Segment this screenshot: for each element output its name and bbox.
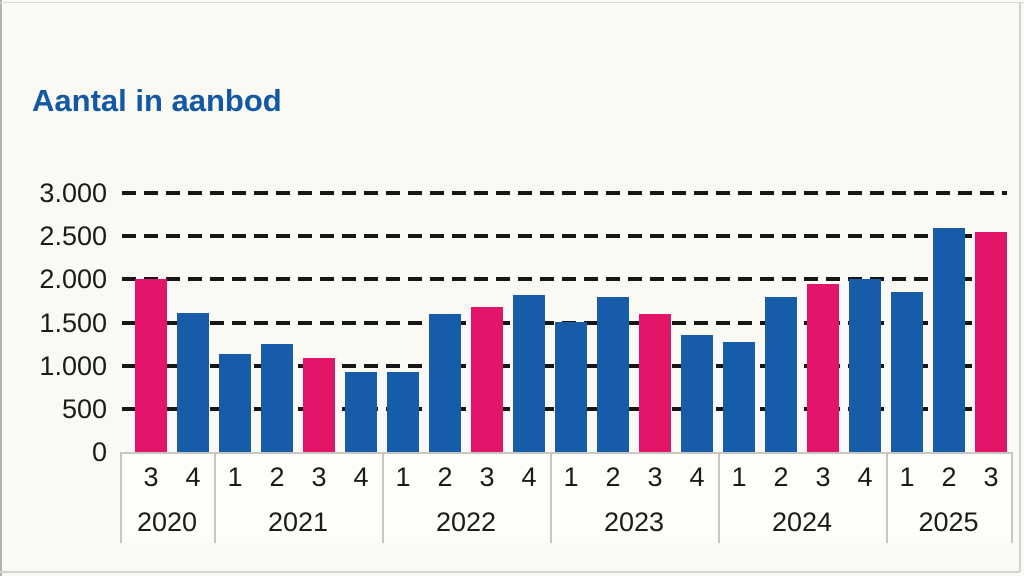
bar-2020-q4 xyxy=(177,313,209,452)
x-label-2022-q3: 3 xyxy=(479,462,495,492)
y-tick-2000: 2.000 xyxy=(39,264,107,294)
x-label-2023-q3: 3 xyxy=(647,462,663,492)
gridline-2000 xyxy=(122,277,1007,281)
bar-2021-q1 xyxy=(219,354,251,452)
x-label-2025-q2: 2 xyxy=(941,462,957,492)
axis-divider-0 xyxy=(120,452,122,543)
bar-2021-q4 xyxy=(345,372,377,452)
x-label-2022-q1: 1 xyxy=(395,462,411,492)
x-axis-label-box xyxy=(120,452,1011,543)
bar-2024-q1 xyxy=(723,342,755,452)
bar-2022-q3 xyxy=(471,307,503,452)
x-label-2022-q2: 2 xyxy=(437,462,453,492)
bar-2023-q4 xyxy=(681,335,713,452)
bar-2025-q3 xyxy=(975,232,1007,452)
bar-2022-q1 xyxy=(387,372,419,452)
y-tick-3000: 3.000 xyxy=(39,178,107,208)
bar-2022-q4 xyxy=(513,295,545,452)
bar-2023-q2 xyxy=(597,297,629,452)
bar-2024-q3 xyxy=(807,284,839,452)
x-label-2021-q1: 1 xyxy=(227,462,243,492)
axis-divider-4 xyxy=(718,452,720,543)
x-label-2020-q4: 4 xyxy=(185,462,201,492)
x-label-2020-q3: 3 xyxy=(143,462,159,492)
screenshot-left-edge xyxy=(0,0,2,576)
x-label-2021-q3: 3 xyxy=(311,462,327,492)
x-label-2022-q4: 4 xyxy=(521,462,537,492)
x-year-2022: 2022 xyxy=(435,507,497,537)
x-axis-baseline xyxy=(120,452,1011,454)
x-label-2021-q2: 2 xyxy=(269,462,285,492)
chart-title: Aantal in aanbod xyxy=(32,83,282,118)
axis-divider-6 xyxy=(1011,452,1013,543)
axis-divider-1 xyxy=(214,452,216,543)
y-tick-1500: 1.500 xyxy=(39,308,107,338)
screenshot-bottom-edge xyxy=(0,571,1020,573)
gridline-2500 xyxy=(122,234,1007,238)
y-tick-0: 0 xyxy=(91,437,107,467)
x-label-2023-q4: 4 xyxy=(689,462,705,492)
bar-2020-q3 xyxy=(135,279,167,452)
screenshot-top-edge xyxy=(0,2,1024,3)
axis-divider-2 xyxy=(382,452,384,543)
bar-2022-q2 xyxy=(429,314,461,452)
bar-2023-q3 xyxy=(639,314,671,452)
y-tick-2500: 2.500 xyxy=(39,221,107,251)
x-label-2024-q1: 1 xyxy=(731,462,747,492)
bar-2024-q4 xyxy=(849,279,881,452)
bar-2021-q2 xyxy=(261,344,293,452)
x-label-2023-q2: 2 xyxy=(605,462,621,492)
x-label-2025-q1: 1 xyxy=(899,462,915,492)
gridline-3000 xyxy=(122,191,1007,195)
bar-2024-q2 xyxy=(765,297,797,452)
bar-2021-q3 xyxy=(303,358,335,452)
axis-divider-5 xyxy=(886,452,888,543)
axis-divider-3 xyxy=(550,452,552,543)
y-tick-1000: 1.000 xyxy=(39,351,107,381)
x-year-2021: 2021 xyxy=(267,507,329,537)
x-label-2023-q1: 1 xyxy=(563,462,579,492)
screenshot-right-edge xyxy=(1019,2,1021,572)
y-tick-500: 500 xyxy=(61,394,107,424)
x-year-2024: 2024 xyxy=(771,507,833,537)
x-year-2025: 2025 xyxy=(918,507,979,537)
x-year-2020: 2020 xyxy=(136,507,198,537)
x-label-2024-q2: 2 xyxy=(773,462,789,492)
x-label-2024-q3: 3 xyxy=(815,462,831,492)
bar-2025-q1 xyxy=(891,292,923,452)
bar-2023-q1 xyxy=(555,322,587,452)
bar-2025-q2 xyxy=(933,228,965,452)
x-label-2021-q4: 4 xyxy=(353,462,369,492)
x-label-2025-q3: 3 xyxy=(983,462,999,492)
x-year-2023: 2023 xyxy=(603,507,665,537)
x-label-2024-q4: 4 xyxy=(857,462,873,492)
